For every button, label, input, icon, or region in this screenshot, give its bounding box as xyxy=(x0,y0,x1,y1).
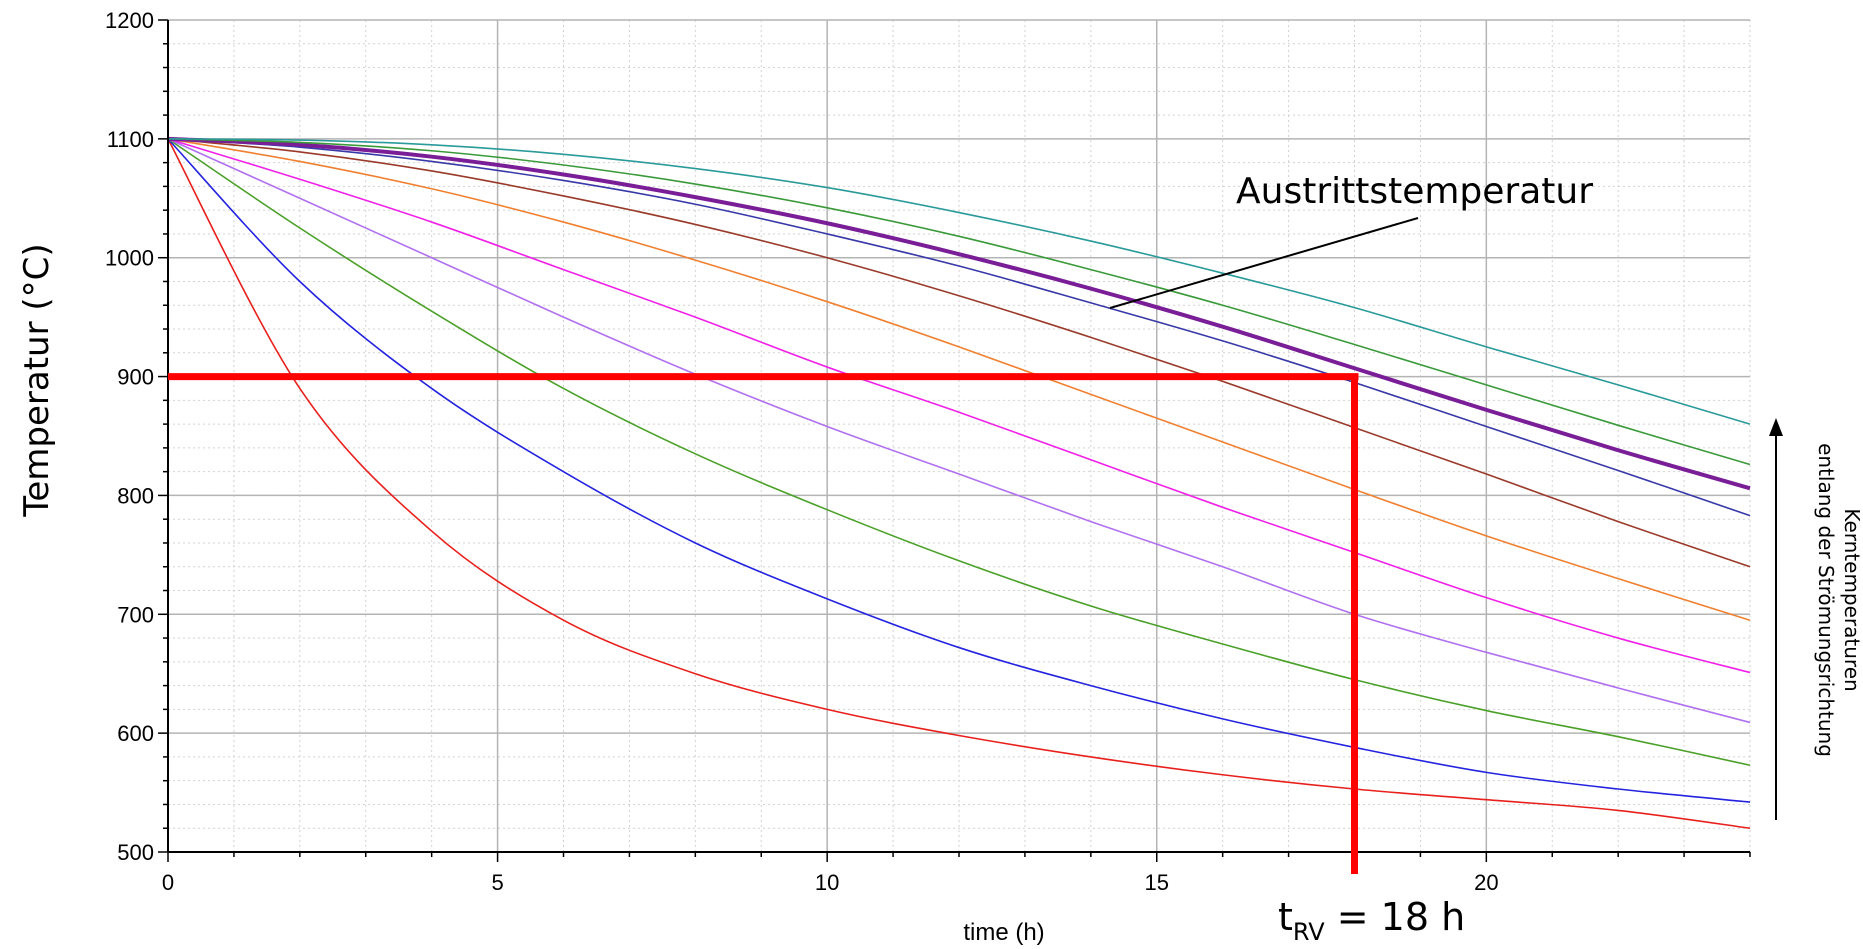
y-tick-label: 900 xyxy=(117,365,154,390)
axes-layer xyxy=(158,19,1751,862)
y-tick-label: 800 xyxy=(117,483,154,508)
side-label-line2: entlang der Strömungsrichtung xyxy=(1814,443,1838,757)
y-tick-label: 1000 xyxy=(105,246,154,271)
series-line-3 xyxy=(167,138,1751,724)
annotations-layer: Temperatur (°C) time (h) Austrittstemper… xyxy=(17,171,1863,946)
series-line-7 xyxy=(167,138,1751,517)
tick-labels: 500 600 700 800 900 1000 1100 1200 0 5 10 15 20 xyxy=(105,8,1499,895)
trv-subscript: RV xyxy=(1293,918,1325,946)
series-line-10 xyxy=(167,138,1751,425)
x-axis-label: time (h) xyxy=(963,919,1044,946)
series-line-2 xyxy=(167,138,1751,767)
series-line-5 xyxy=(167,138,1751,621)
flow-direction-arrowhead xyxy=(1769,418,1783,436)
series-line-9 xyxy=(167,138,1751,466)
y-tick-label: 1200 xyxy=(105,8,154,33)
y-tick-label: 500 xyxy=(117,840,154,865)
x-tick-label: 10 xyxy=(815,870,839,895)
y-axis-label: Temperatur (°C) xyxy=(17,243,57,517)
exit-temperature-label: Austrittstemperatur xyxy=(1236,171,1593,212)
series-line-6 xyxy=(167,138,1751,568)
trv-value: = 18 h xyxy=(1325,895,1466,939)
series-layer xyxy=(167,136,1751,830)
x-tick-label: 0 xyxy=(162,870,174,895)
exit-temperature-pointer xyxy=(1109,217,1419,309)
marker-layer xyxy=(168,373,1359,874)
x-tick-label: 5 xyxy=(491,870,503,895)
x-tick-label: 20 xyxy=(1474,870,1498,895)
side-label-line1: Kerntemperaturen xyxy=(1840,508,1863,691)
x-tick-label: 15 xyxy=(1145,870,1169,895)
series-line-0 xyxy=(167,138,1751,830)
trv-label: tRV = 18 h xyxy=(1278,895,1465,946)
core-temperature-side-note: Kerntemperaturen entlang der Strömungsri… xyxy=(1814,443,1863,757)
series-line-8 xyxy=(167,136,1751,491)
y-tick-label: 1100 xyxy=(107,127,154,152)
y-tick-label: 600 xyxy=(117,721,154,746)
y-tick-label: 700 xyxy=(117,602,154,627)
series-line-4 xyxy=(167,138,1751,674)
